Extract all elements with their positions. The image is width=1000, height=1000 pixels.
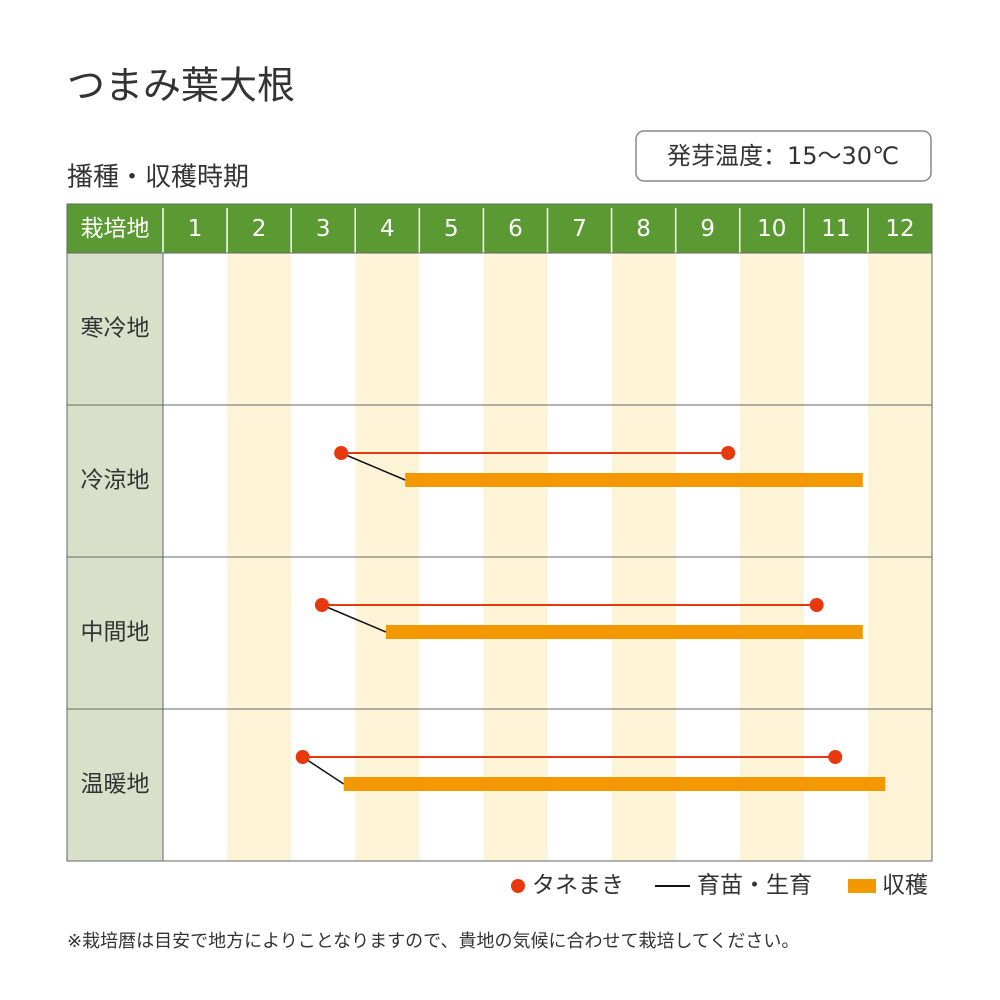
legend-label: 収穫 (882, 873, 928, 899)
x-tick-label: 5 (444, 216, 459, 242)
sowing-dot (809, 598, 824, 612)
x-tick-label: 8 (636, 216, 651, 242)
frame (66, 203, 933, 862)
growth-connector (321, 604, 387, 633)
x-tick-label: 1 (188, 216, 203, 242)
x-tick-label: 11 (821, 216, 850, 242)
row-label: 寒冷地 (81, 316, 150, 342)
growth-connector (302, 756, 345, 785)
chart-title: つまみ葉大根 (67, 64, 295, 108)
sowing-dot (334, 446, 349, 460)
x-tick-label: 7 (572, 216, 587, 242)
harvest-bar (386, 625, 863, 639)
x-tick-label: 3 (316, 216, 331, 242)
legend-bar (848, 879, 876, 893)
row-label: 冷涼地 (81, 468, 150, 494)
header (67, 204, 932, 253)
legend-dot (511, 879, 525, 893)
legend-label: タネまき (532, 873, 624, 899)
x-tick-label: 9 (700, 216, 715, 242)
sowing-dot (828, 750, 843, 764)
x-tick-label: 4 (380, 216, 395, 242)
legend-label: 育苗・生育 (697, 873, 812, 899)
row-label: 温暖地 (81, 772, 150, 798)
badge: 発芽温度：15～30℃ (667, 142, 899, 170)
row-header: 栽培地 (81, 216, 150, 242)
growth-connector (340, 452, 406, 481)
x-tick-label: 12 (885, 216, 914, 242)
harvest-bar (405, 473, 863, 487)
x-tick-label: 6 (508, 216, 523, 242)
x-tick-label: 2 (252, 216, 267, 242)
badge-box (635, 130, 932, 182)
sowing-dot (295, 750, 310, 764)
note: ※栽培暦は目安で地方によりことなりますので、貴地の気候に合わせて栽培してください… (67, 931, 799, 952)
harvest-bar (343, 777, 886, 791)
row-label: 中間地 (81, 620, 150, 646)
x-tick-label: 10 (757, 216, 786, 242)
chart-subtitle: 播種・収穫時期 (67, 163, 249, 193)
sowing-dot (314, 598, 329, 612)
sowing-dot (721, 446, 736, 460)
